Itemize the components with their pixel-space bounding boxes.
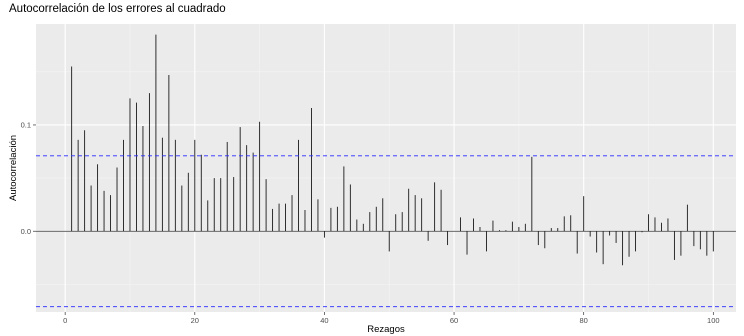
plot-panel <box>36 24 736 312</box>
confidence-bounds <box>36 155 736 308</box>
x-tick-label: 60 <box>450 316 458 325</box>
x-tick-label: 80 <box>580 316 588 325</box>
x-tick-label: 40 <box>320 316 328 325</box>
x-tick-label: 100 <box>707 316 720 325</box>
y-tick-label: 0.0 <box>21 227 31 236</box>
acf-bars <box>36 34 736 266</box>
x-tick-label: 20 <box>191 316 199 325</box>
axis-ticks: 0 20 40 60 80 100 0.0 0.1 <box>21 121 720 325</box>
y-tick-label: 0.1 <box>21 121 31 130</box>
x-axis-title: Rezagos <box>367 324 405 335</box>
y-axis-title: Autocorrelación <box>8 135 19 201</box>
x-tick-label: 0 <box>63 316 67 325</box>
chart-title: Autocorrelación de los errores al cuadra… <box>9 3 226 15</box>
